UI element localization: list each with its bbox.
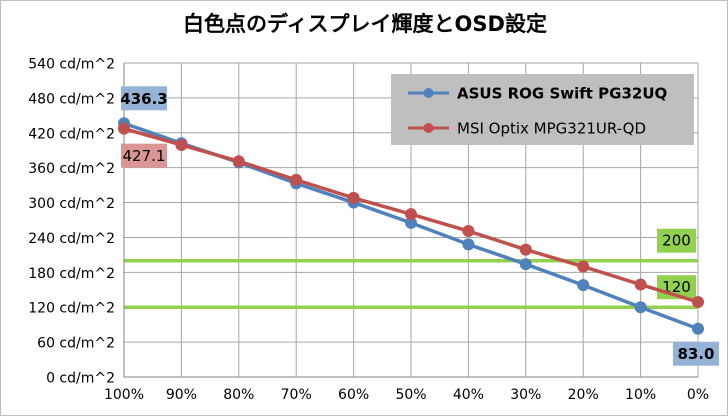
legend-box	[391, 74, 694, 145]
x-tick-label: 70%	[281, 387, 312, 403]
data-point	[347, 191, 360, 204]
x-tick-label: 20%	[568, 387, 599, 403]
data-point	[175, 138, 188, 151]
data-point	[462, 238, 475, 251]
x-tick-label: 50%	[395, 387, 426, 403]
x-tick-label: 60%	[338, 387, 369, 403]
data-point	[519, 258, 532, 271]
x-tick-label: 80%	[223, 387, 254, 403]
data-label-asus-first: 436.3	[120, 90, 167, 108]
legend-label-msi: MSI Optix MPG321UR-QD	[457, 120, 646, 138]
data-point	[405, 216, 417, 229]
data-point	[692, 295, 704, 308]
y-tick-label: 0 cd/m^2	[46, 371, 115, 387]
data-label-msi-first-box	[121, 143, 167, 168]
legend-label-asus: ASUS ROG Swift PG32UQ	[457, 85, 667, 103]
data-point	[118, 122, 130, 135]
y-tick-label: 540 cd/m^2	[28, 57, 115, 73]
series-lines	[118, 117, 704, 335]
data-point	[634, 278, 647, 291]
data-point	[405, 208, 417, 221]
y-tick-label: 180 cd/m^2	[28, 266, 115, 282]
data-point	[519, 243, 532, 256]
data-point	[290, 173, 303, 186]
reference-label: 200	[662, 232, 691, 250]
data-labels: 436.3 427.1 83.0	[120, 86, 719, 366]
data-point	[462, 225, 475, 238]
x-tick-label: 100%	[104, 387, 144, 403]
data-label-asus-last-box	[673, 341, 719, 366]
y-tick-label: 300 cd/m^2	[28, 196, 115, 212]
axes: 0 cd/m^2 60 cd/m^2 120 cd/m^2 180 cd/m^2 240…	[28, 57, 709, 404]
x-tick-label: 30%	[510, 387, 541, 403]
y-tick-label: 420 cd/m^2	[28, 126, 115, 142]
x-tick-label: 40%	[453, 387, 484, 403]
legend: ASUS ROG Swift PG32UQ MSI Optix MPG321UR…	[391, 74, 694, 145]
data-label-msi-first: 427.1	[123, 147, 166, 165]
data-point	[577, 279, 590, 292]
data-point	[232, 155, 245, 168]
x-tick-label: 90%	[166, 387, 197, 403]
reference-label-box	[657, 228, 696, 253]
x-tick-label: 10%	[625, 387, 656, 403]
chart-title: 白色点のディスプレイ輝度とOSD設定	[183, 12, 547, 36]
y-tick-label: 240 cd/m^2	[28, 231, 115, 247]
data-point	[634, 301, 647, 314]
legend-marker-asus	[423, 88, 434, 98]
y-tick-label: 60 cd/m^2	[37, 336, 115, 352]
y-tick-label: 480 cd/m^2	[28, 91, 115, 107]
data-point	[692, 322, 704, 335]
data-label-asus-first-box	[121, 86, 167, 111]
y-tick-label: 360 cd/m^2	[28, 161, 115, 177]
data-label-asus-last: 83.0	[677, 345, 714, 363]
x-tick-label: 0%	[687, 387, 709, 403]
data-point	[577, 260, 590, 273]
legend-marker-msi	[423, 123, 434, 133]
y-tick-label: 120 cd/m^2	[28, 301, 115, 317]
